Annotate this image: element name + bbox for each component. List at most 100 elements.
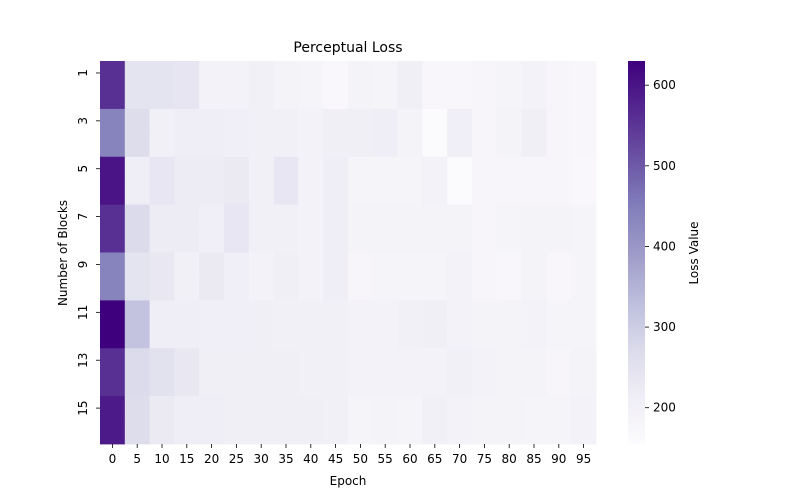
heatmap-cell <box>100 300 126 325</box>
heatmap-cell <box>248 348 274 373</box>
x-tick-label: 30 <box>254 452 269 466</box>
heatmap-cell <box>124 276 150 301</box>
heatmap-cell <box>546 300 572 325</box>
heatmap-cell <box>422 132 448 158</box>
heatmap-cell <box>149 61 175 86</box>
y-tick-label: 13 <box>76 353 90 368</box>
heatmap-cell <box>372 348 398 373</box>
heatmap-cell <box>248 372 274 397</box>
heatmap-cell <box>472 61 498 86</box>
x-tick-label: 45 <box>328 452 343 466</box>
x-tick-label: 0 <box>109 452 117 466</box>
heatmap-cell <box>521 372 547 397</box>
heatmap-cell <box>100 108 126 134</box>
heatmap-cell <box>273 61 299 86</box>
heatmap-cell <box>124 108 150 134</box>
heatmap-cell <box>472 300 498 325</box>
heatmap-cell <box>273 180 299 206</box>
heatmap-cell <box>546 132 572 158</box>
heatmap-cell <box>546 324 572 349</box>
heatmap-cell <box>372 228 398 253</box>
heatmap-cell <box>422 61 448 86</box>
heatmap-cell <box>124 156 150 182</box>
heatmap-cell <box>273 276 299 301</box>
heatmap-cell <box>124 300 150 325</box>
heatmap-cell <box>224 324 250 349</box>
x-tick-label: 65 <box>427 452 442 466</box>
heatmap-cell <box>174 372 200 397</box>
heatmap-cell <box>100 228 126 253</box>
heatmap-cell <box>323 132 349 158</box>
heatmap-cell <box>323 372 349 397</box>
heatmap-cell <box>323 61 349 86</box>
heatmap-cell <box>546 204 572 229</box>
heatmap-cell <box>496 180 522 206</box>
colorbar-ticks: 200 300 400 500 600 <box>645 78 676 415</box>
heatmap-cell <box>224 132 250 158</box>
heatmap-cell <box>472 420 498 445</box>
heatmap-cell <box>496 420 522 445</box>
heatmap-cell <box>100 180 126 206</box>
heatmap-cell <box>149 180 175 206</box>
heatmap-cell <box>422 204 448 229</box>
x-tick-label: 95 <box>576 452 591 466</box>
heatmap-cell <box>100 204 126 229</box>
heatmap-cell <box>100 396 126 421</box>
heatmap-cell <box>397 300 423 325</box>
heatmap-cell <box>174 84 200 110</box>
heatmap-cell <box>199 156 225 182</box>
heatmap-cell <box>546 396 572 421</box>
heatmap-cell <box>571 372 597 397</box>
heatmap-cell <box>348 204 374 229</box>
heatmap-cell <box>273 108 299 134</box>
heatmap-cell <box>174 132 200 158</box>
colorbar-tick-label: 300 <box>653 320 676 334</box>
heatmap-cell <box>397 204 423 229</box>
heatmap-cell <box>472 324 498 349</box>
heatmap-cell <box>472 372 498 397</box>
heatmap-cell <box>273 372 299 397</box>
y-tick-label: 1 <box>76 69 90 77</box>
heatmap-cell <box>248 228 274 253</box>
heatmap-cell <box>472 156 498 182</box>
heatmap-cell <box>149 276 175 301</box>
heatmap-cell <box>496 61 522 86</box>
heatmap-cell <box>348 180 374 206</box>
heatmap-cell <box>422 228 448 253</box>
heatmap-cell <box>348 420 374 445</box>
heatmap-cell <box>100 420 126 445</box>
heatmap-cell <box>149 108 175 134</box>
heatmap-cell <box>248 324 274 349</box>
heatmap-cell <box>323 276 349 301</box>
x-axis: 0 5 10 15 20 25 30 35 40 45 50 55 60 65 70 75 80 85 90 95 <box>109 444 591 466</box>
heatmap-cell <box>472 228 498 253</box>
heatmap-cell <box>571 228 597 253</box>
heatmap-cell <box>124 61 150 86</box>
heatmap-cell <box>397 396 423 421</box>
y-axis-label: Number of Blocks <box>56 200 70 306</box>
x-tick-label: 55 <box>378 452 393 466</box>
heatmap-cell <box>546 61 572 86</box>
heatmap-cell <box>199 132 225 158</box>
heatmap-cell <box>273 84 299 110</box>
heatmap-cell <box>397 276 423 301</box>
heatmap-cell <box>248 61 274 86</box>
heatmap-cell <box>100 252 126 277</box>
x-tick-label: 15 <box>179 452 194 466</box>
heatmap-cell <box>298 61 324 86</box>
heatmap-cell <box>348 300 374 325</box>
heatmap-cell <box>248 156 274 182</box>
heatmap-cell <box>571 276 597 301</box>
heatmap-cell <box>521 324 547 349</box>
heatmap-cell <box>348 132 374 158</box>
heatmap-cell <box>521 156 547 182</box>
heatmap-cell <box>496 156 522 182</box>
heatmap-cell <box>199 61 225 86</box>
heatmap-cell <box>571 348 597 373</box>
heatmap-cell <box>199 180 225 206</box>
heatmap-cell <box>546 420 572 445</box>
heatmap-cell <box>323 252 349 277</box>
heatmap-cell <box>447 396 473 421</box>
heatmap-cell <box>323 300 349 325</box>
heatmap-cell <box>422 396 448 421</box>
